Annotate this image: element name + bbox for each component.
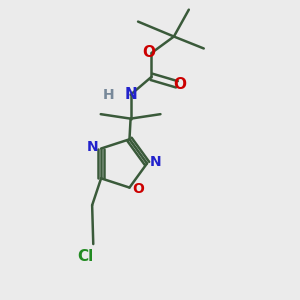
Text: N: N — [124, 87, 137, 102]
Text: H: H — [102, 88, 114, 102]
Text: O: O — [132, 182, 144, 196]
Text: Cl: Cl — [78, 248, 94, 263]
Text: O: O — [173, 77, 186, 92]
Text: N: N — [87, 140, 98, 154]
Text: O: O — [142, 46, 155, 61]
Text: N: N — [150, 155, 161, 169]
